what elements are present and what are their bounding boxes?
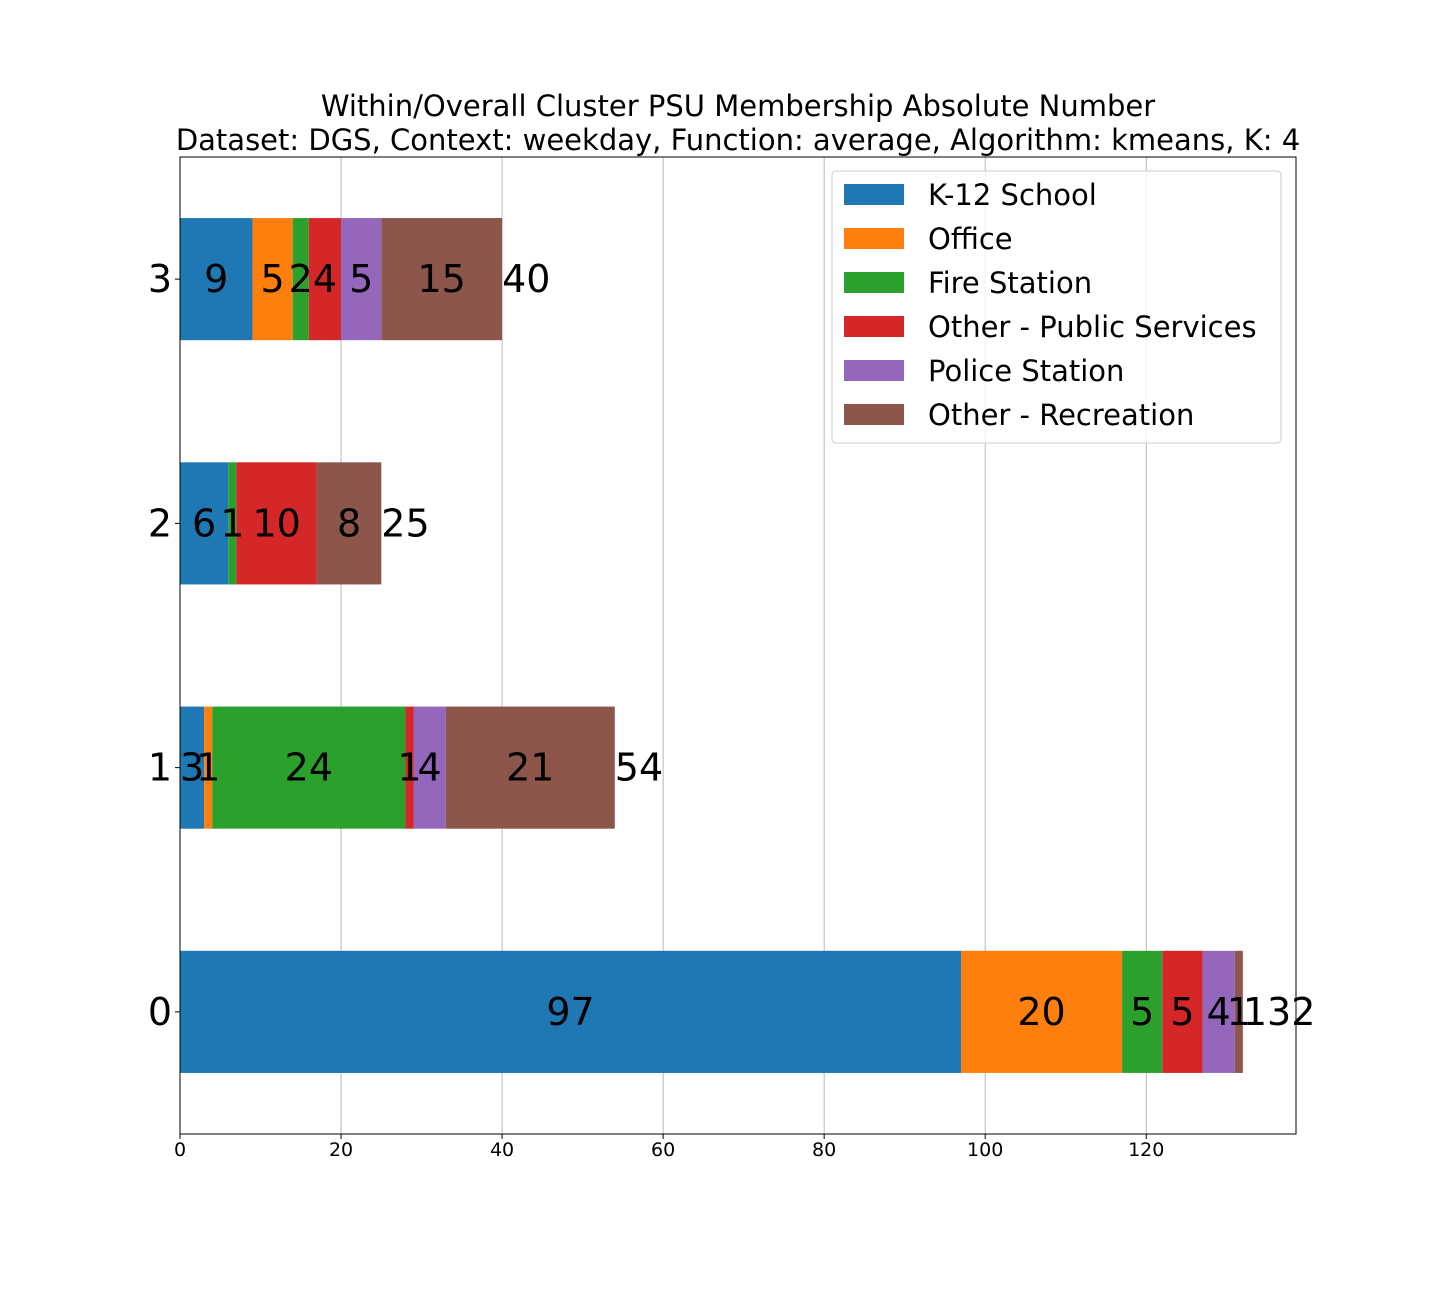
bar-segments xyxy=(180,218,1243,1073)
legend-box xyxy=(831,170,1282,444)
y-axis: 0 1 2 3 xyxy=(148,257,180,1034)
segment-value-label: 2 xyxy=(289,257,313,301)
x-axis: 0 20 40 60 80 100 120 xyxy=(174,1134,1164,1161)
bar-total-label: 132 xyxy=(1243,990,1316,1034)
legend-entry-label: Police Station xyxy=(928,354,1124,388)
y-tick-label: 1 xyxy=(148,746,172,790)
segment-value-label: 1 xyxy=(397,746,421,790)
segment-value-label: 5 xyxy=(1170,990,1194,1034)
bar-segment xyxy=(236,462,317,585)
segment-value-label: 97 xyxy=(546,990,594,1034)
bar-segment xyxy=(180,950,962,1073)
segment-value-label: 5 xyxy=(349,257,373,301)
segment-value-label: 4 xyxy=(418,746,442,790)
legend-swatch xyxy=(844,404,904,425)
bar-segment xyxy=(292,218,309,341)
x-tick-label: 120 xyxy=(1128,1139,1164,1161)
y-tick-label: 3 xyxy=(148,257,172,301)
y-tick-label: 0 xyxy=(148,990,172,1034)
segment-value-label: 3 xyxy=(180,746,204,790)
x-tick-label: 0 xyxy=(174,1139,186,1161)
bar-total-label: 25 xyxy=(381,501,429,545)
segment-value-label: 6 xyxy=(192,501,216,545)
legend: K-12 School Office Fire Station Other - Pub… xyxy=(831,170,1282,444)
bar-segment xyxy=(1162,950,1203,1073)
bar-segment xyxy=(341,218,382,341)
x-tick-label: 100 xyxy=(967,1139,1003,1161)
plot-frame xyxy=(179,156,1297,1135)
segment-value-label: 5 xyxy=(1130,990,1154,1034)
x-tick-label: 20 xyxy=(329,1139,353,1161)
segment-value-label: 4 xyxy=(313,257,337,301)
y-tick-label: 2 xyxy=(148,501,172,545)
segment-value-label: 1 xyxy=(1227,990,1251,1034)
bar-segment xyxy=(1234,950,1243,1073)
bar-segment xyxy=(204,706,213,829)
segment-value-label: 9 xyxy=(204,257,228,301)
segment-value-label: 1 xyxy=(196,746,220,790)
legend-swatch xyxy=(844,360,904,381)
bar-segment xyxy=(381,218,503,341)
legend-swatch xyxy=(844,272,904,293)
legend-entry-label: Office xyxy=(928,222,1013,256)
bar-segment xyxy=(228,462,237,585)
legend-swatch xyxy=(844,316,904,337)
bar-segment xyxy=(252,218,293,341)
chart-title: Within/Overall Cluster PSU Membership Ab… xyxy=(321,89,1155,123)
segment-value-label: 1 xyxy=(220,501,244,545)
legend-swatch xyxy=(844,228,904,249)
segment-value-label: 10 xyxy=(252,501,300,545)
segment-value-label: 4 xyxy=(1207,990,1231,1034)
x-tick-label: 60 xyxy=(651,1139,675,1161)
segment-value-label: 5 xyxy=(261,257,285,301)
segment-value-label: 21 xyxy=(506,746,554,790)
bar-total-label: 40 xyxy=(502,257,550,301)
bar-segment xyxy=(445,706,615,829)
segment-value-label: 24 xyxy=(285,746,333,790)
bar-segment xyxy=(316,462,382,585)
bar-segment xyxy=(308,218,342,341)
segment-value-label: 8 xyxy=(337,501,361,545)
bar-segment xyxy=(1202,950,1235,1073)
bar-segment xyxy=(413,706,446,829)
x-tick-label: 40 xyxy=(490,1139,514,1161)
legend-entry-label: Fire Station xyxy=(928,266,1092,300)
legend-entry-label: Other - Recreation xyxy=(928,398,1194,432)
chart-subtitle: Dataset: DGS, Context: weekday, Function… xyxy=(176,123,1300,157)
bar-segment xyxy=(405,706,414,829)
segment-value-label: 20 xyxy=(1017,990,1065,1034)
bar-segment xyxy=(212,706,406,829)
bar-segment xyxy=(1122,950,1163,1073)
bar-segment xyxy=(180,462,229,585)
bar-total-label: 54 xyxy=(615,746,663,790)
legend-swatch xyxy=(844,184,904,205)
bar-segment xyxy=(180,218,253,341)
bar-segment xyxy=(961,950,1123,1073)
bar-segment xyxy=(180,706,205,829)
legend-entry-label: K-12 School xyxy=(928,178,1097,212)
segment-value-label: 15 xyxy=(418,257,466,301)
x-tick-label: 80 xyxy=(812,1139,836,1161)
legend-entry-label: Other - Public Services xyxy=(928,310,1257,344)
